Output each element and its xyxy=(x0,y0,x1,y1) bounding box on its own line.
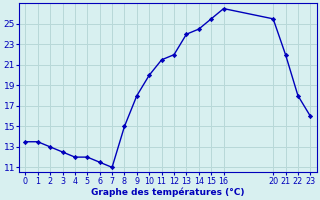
X-axis label: Graphe des températures (°C): Graphe des températures (°C) xyxy=(91,187,244,197)
